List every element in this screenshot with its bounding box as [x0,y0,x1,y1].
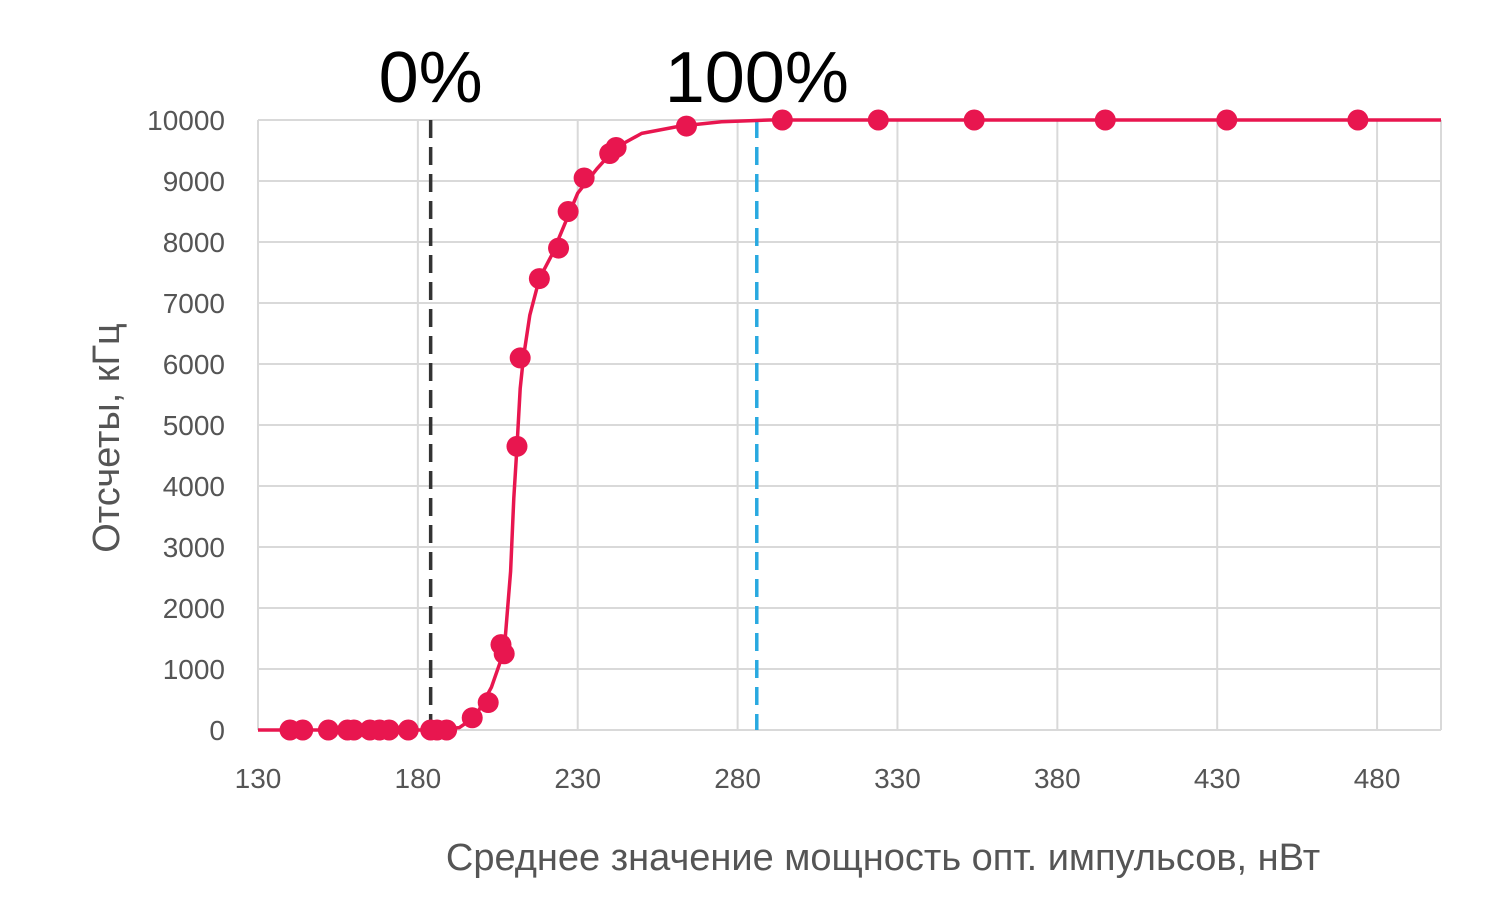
data-points [279,109,1369,741]
x-tick-label: 380 [1034,763,1081,794]
y-tick-label: 10000 [147,105,225,136]
x-tick-label: 430 [1194,763,1241,794]
x-tick-labels: 130 180 230 280 330 380 430 480 [235,763,1401,794]
data-point [506,435,528,457]
y-tick-label: 4000 [163,471,225,502]
x-tick-label: 130 [235,763,282,794]
data-point [963,109,985,131]
reference-label: 0% [379,38,483,118]
data-point [378,719,400,741]
x-tick-label: 180 [395,763,442,794]
y-tick-label: 5000 [163,410,225,441]
y-tick-label: 8000 [163,227,225,258]
data-point [1347,109,1369,131]
data-point [528,268,550,290]
data-point [397,719,419,741]
data-point [867,109,889,131]
x-tick-label: 230 [554,763,601,794]
data-point [573,167,595,189]
y-tick-label: 9000 [163,166,225,197]
data-point [771,109,793,131]
y-axis-title: Отсчеты, кГц [86,323,128,553]
data-point [461,707,483,729]
data-point [292,719,314,741]
data-point [1216,109,1238,131]
y-tick-label: 6000 [163,349,225,380]
grid [257,119,1442,731]
y-tick-label: 7000 [163,288,225,319]
x-axis-title: Среднее значение мощность опт. импульсов… [446,837,1320,879]
reference-label: 100% [665,38,849,118]
data-point [317,719,339,741]
reference-labels: 0% 100% [379,38,849,118]
data-point [436,719,458,741]
data-point [675,115,697,137]
data-point [493,643,515,665]
data-point [509,347,531,369]
reference-lines [428,120,759,730]
data-point [605,136,627,158]
y-tick-label: 2000 [163,593,225,624]
data-point [548,237,570,259]
y-tick-label: 1000 [163,654,225,685]
y-tick-label: 3000 [163,532,225,563]
x-tick-label: 280 [714,763,761,794]
data-point [1094,109,1116,131]
data-point [477,692,499,714]
x-tick-label: 330 [874,763,921,794]
x-tick-label: 480 [1354,763,1401,794]
data-point [557,201,579,222]
y-tick-labels: 0 1000 2000 3000 4000 5000 6000 7000 8000 9000 100… [147,105,225,746]
data-point [343,719,365,741]
y-tick-label: 0 [209,715,225,746]
